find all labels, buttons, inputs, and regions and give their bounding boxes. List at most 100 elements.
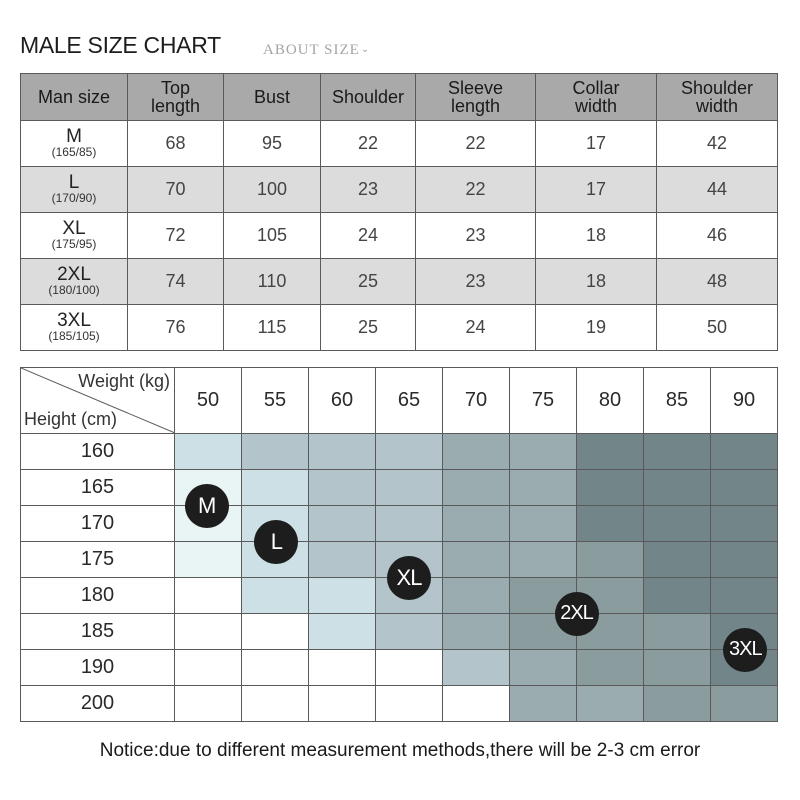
size-name: XL (62, 218, 86, 239)
corner-header-cell: Weight (kg) Height (cm) (20, 367, 175, 434)
height-axis-label: Height (cm) (24, 409, 118, 429)
measurement-cell: 44 (656, 166, 778, 213)
fit-shade-cell (375, 505, 443, 542)
measurement-cell: 17 (535, 166, 657, 213)
measurement-cell: 70 (127, 166, 224, 213)
measurement-cell: 74 (127, 258, 224, 305)
column-header: Shoulder width (656, 73, 778, 121)
size-badge: M (184, 483, 229, 528)
fit-shade-cell (576, 469, 644, 506)
size-badge: L (254, 519, 299, 564)
fit-shade-cell (308, 433, 376, 470)
size-row: XL (175/95) 72 105 24 23 18 46 (20, 212, 778, 259)
fit-shade-cell (643, 469, 711, 506)
column-header-label: length (150, 96, 201, 116)
column-header-label: Sleeve (447, 78, 504, 98)
height-row: 200 (20, 685, 778, 722)
fit-shade-cell (710, 685, 778, 722)
fit-shade-cell (643, 433, 711, 470)
fit-shade-cell (174, 685, 242, 722)
fit-shade-cell (308, 541, 376, 578)
measurement-cell: 68 (127, 120, 224, 167)
measurement-cell: 23 (415, 212, 536, 259)
measurement-cell: 72 (127, 212, 224, 259)
fit-shade-cell (710, 541, 778, 578)
fit-shade-cell (643, 649, 711, 686)
fit-shade-cell (643, 685, 711, 722)
height-header: 160 (20, 433, 175, 470)
fit-shade-cell (442, 577, 510, 614)
fit-shade-cell (710, 505, 778, 542)
measurement-cell: 115 (223, 304, 321, 351)
measurement-cell: 48 (656, 258, 778, 305)
measurement-cell: 110 (223, 258, 321, 305)
fit-shade-cell (375, 613, 443, 650)
measurement-cell: 24 (320, 212, 416, 259)
height-header: 185 (20, 613, 175, 650)
size-table-header: Man size Top length Bust Shoulder Sleeve lengt… (20, 73, 778, 121)
measurement-cell: 19 (535, 304, 657, 351)
size-row: 3XL (185/105) 76 115 25 24 19 50 (20, 304, 778, 351)
size-badge: 3XL (723, 627, 768, 672)
height-row: 185 (20, 613, 778, 650)
height-header: 180 (20, 577, 175, 614)
fit-shade-cell (442, 469, 510, 506)
fit-shade-cell (509, 505, 577, 542)
height-header: 175 (20, 541, 175, 578)
fit-shade-cell (643, 541, 711, 578)
size-cell: 2XL (180/100) (20, 258, 128, 305)
column-header-label: Collar (572, 78, 620, 98)
measurement-cell: 76 (127, 304, 224, 351)
fit-shade-cell (710, 577, 778, 614)
measurement-cell: 22 (415, 166, 536, 213)
column-header-label: Bust (253, 87, 291, 107)
fit-shade-cell (241, 469, 309, 506)
column-header-label: Shoulder (680, 78, 754, 98)
fit-shade-cell (308, 649, 376, 686)
fit-shade-cell (308, 505, 376, 542)
weight-header: 65 (375, 367, 443, 434)
fit-shade-cell (576, 649, 644, 686)
column-header: Collar width (535, 73, 657, 121)
column-header-label: width (574, 96, 618, 116)
height-row: 160 (20, 433, 778, 470)
fit-shade-cell (308, 685, 376, 722)
measurement-cell: 46 (656, 212, 778, 259)
fit-shade-cell (442, 541, 510, 578)
column-header: Sleeve length (415, 73, 536, 121)
size-name: 3XL (57, 310, 91, 331)
fit-shade-cell (174, 649, 242, 686)
height-row: 165 (20, 469, 778, 506)
fit-shade-cell (241, 433, 309, 470)
measurement-cell: 18 (535, 212, 657, 259)
fit-shade-cell (643, 505, 711, 542)
size-row: L (170/90) 70 100 23 22 17 44 (20, 166, 778, 213)
fit-shade-cell (509, 469, 577, 506)
size-height-weight: (170/90) (51, 191, 97, 205)
fit-shade-cell (576, 685, 644, 722)
measurement-cell: 42 (656, 120, 778, 167)
notice-text: Notice:due to different measurement meth… (99, 740, 701, 761)
fit-shade-cell (241, 577, 309, 614)
fit-shade-cell (174, 433, 242, 470)
size-height-weight: (165/85) (51, 145, 97, 159)
measurement-cell: 17 (535, 120, 657, 167)
fit-shade-cell (509, 649, 577, 686)
measurement-cell: 24 (415, 304, 536, 351)
size-row: M (165/85) 68 95 22 22 17 42 (20, 120, 778, 167)
weight-header: 55 (241, 367, 309, 434)
chevron-down-icon: ⌄ (360, 44, 371, 55)
page-title: MALE SIZE CHART (20, 32, 221, 58)
fit-shade-cell (375, 685, 443, 722)
size-cell: L (170/90) (20, 166, 128, 213)
fit-shade-cell (375, 433, 443, 470)
measurement-cell: 100 (223, 166, 321, 213)
height-row: 180 (20, 577, 778, 614)
fit-shade-cell (442, 505, 510, 542)
fit-shade-cell (509, 433, 577, 470)
fit-shade-cell (308, 469, 376, 506)
fit-shade-cell (576, 433, 644, 470)
measurement-cell: 25 (320, 304, 416, 351)
about-size-link[interactable]: ABOUT SIZE⌄ (263, 42, 370, 59)
column-header-label: Top (160, 78, 191, 98)
